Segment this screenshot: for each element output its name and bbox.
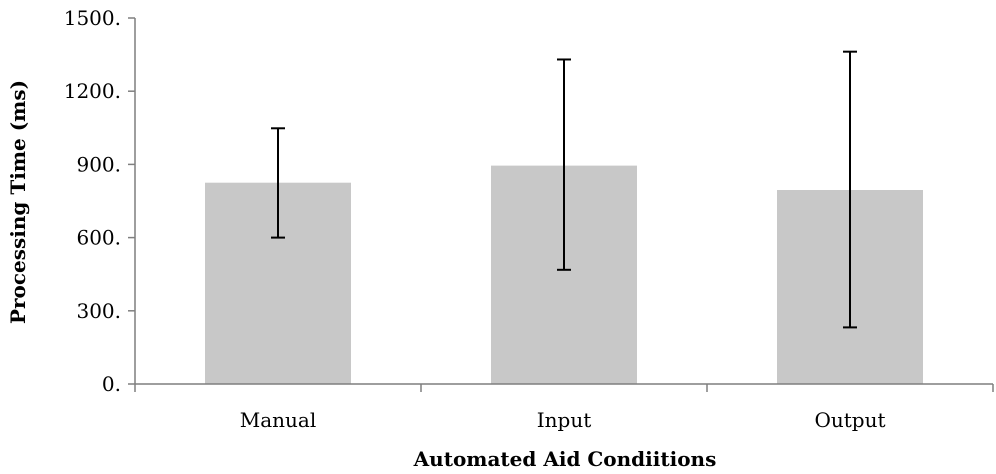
y-axis-title: Processing Time (ms) bbox=[6, 80, 30, 324]
y-tick-label: 600. bbox=[76, 226, 121, 250]
axes-group bbox=[134, 18, 994, 392]
x-tick-label-manual: Manual bbox=[240, 408, 316, 432]
y-tick-label: 0. bbox=[102, 372, 121, 396]
x-axis-title: Automated Aid Condiitions bbox=[413, 447, 717, 471]
y-tick-label: 1500. bbox=[64, 6, 121, 30]
y-tick-label: 300. bbox=[76, 299, 121, 323]
x-tick-label-input: Input bbox=[537, 408, 592, 432]
y-tick-label: 900. bbox=[76, 152, 121, 176]
x-ticks-group: Manual Input Output bbox=[240, 408, 886, 432]
error-bars-group bbox=[271, 50, 857, 329]
y-ticks-group: 0. 300. 600. 900. 1200. 1500. bbox=[64, 6, 135, 396]
x-tick-label-output: Output bbox=[814, 408, 885, 432]
y-tick-label: 1200. bbox=[64, 79, 121, 103]
